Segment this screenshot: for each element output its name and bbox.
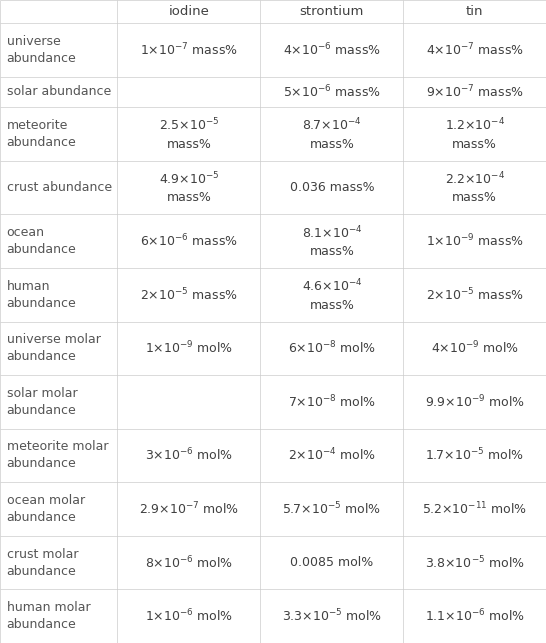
Text: $4.9{\times}10^{-5}$
mass%: $4.9{\times}10^{-5}$ mass% bbox=[159, 171, 219, 204]
Text: human molar
abundance: human molar abundance bbox=[7, 601, 90, 631]
Text: universe molar
abundance: universe molar abundance bbox=[7, 333, 100, 363]
Text: $4{\times}10^{-9}$ mol%: $4{\times}10^{-9}$ mol% bbox=[431, 340, 519, 357]
Text: $6{\times}10^{-6}$ mass%: $6{\times}10^{-6}$ mass% bbox=[140, 233, 238, 249]
Text: $2{\times}10^{-4}$ mol%: $2{\times}10^{-4}$ mol% bbox=[288, 447, 376, 464]
Text: strontium: strontium bbox=[300, 5, 364, 18]
Text: ocean
abundance: ocean abundance bbox=[7, 226, 76, 256]
Text: 0.036 mass%: 0.036 mass% bbox=[290, 181, 374, 194]
Text: $4{\times}10^{-7}$ mass%: $4{\times}10^{-7}$ mass% bbox=[426, 41, 524, 58]
Text: crust molar
abundance: crust molar abundance bbox=[7, 548, 78, 577]
Text: meteorite molar
abundance: meteorite molar abundance bbox=[7, 440, 108, 471]
Text: $2.5{\times}10^{-5}$
mass%: $2.5{\times}10^{-5}$ mass% bbox=[159, 117, 219, 150]
Text: $1.1{\times}10^{-6}$ mol%: $1.1{\times}10^{-6}$ mol% bbox=[425, 608, 525, 624]
Text: $1{\times}10^{-6}$ mol%: $1{\times}10^{-6}$ mol% bbox=[145, 608, 233, 624]
Text: $1{\times}10^{-9}$ mol%: $1{\times}10^{-9}$ mol% bbox=[145, 340, 233, 357]
Text: $1{\times}10^{-7}$ mass%: $1{\times}10^{-7}$ mass% bbox=[140, 41, 238, 58]
Text: solar molar
abundance: solar molar abundance bbox=[7, 387, 77, 417]
Text: $1{\times}10^{-9}$ mass%: $1{\times}10^{-9}$ mass% bbox=[426, 233, 524, 249]
Text: $1.2{\times}10^{-4}$
mass%: $1.2{\times}10^{-4}$ mass% bbox=[444, 117, 505, 150]
Text: crust abundance: crust abundance bbox=[7, 181, 112, 194]
Text: $3.3{\times}10^{-5}$ mol%: $3.3{\times}10^{-5}$ mol% bbox=[282, 608, 382, 624]
Text: $5{\times}10^{-6}$ mass%: $5{\times}10^{-6}$ mass% bbox=[283, 84, 381, 100]
Text: $6{\times}10^{-8}$ mol%: $6{\times}10^{-8}$ mol% bbox=[288, 340, 376, 357]
Text: $4.6{\times}10^{-4}$
mass%: $4.6{\times}10^{-4}$ mass% bbox=[301, 278, 363, 311]
Text: $2.9{\times}10^{-7}$ mol%: $2.9{\times}10^{-7}$ mol% bbox=[139, 501, 239, 518]
Text: ocean molar
abundance: ocean molar abundance bbox=[7, 494, 85, 524]
Text: human
abundance: human abundance bbox=[7, 280, 76, 310]
Text: tin: tin bbox=[466, 5, 484, 18]
Text: $3{\times}10^{-6}$ mol%: $3{\times}10^{-6}$ mol% bbox=[145, 447, 233, 464]
Text: $9{\times}10^{-7}$ mass%: $9{\times}10^{-7}$ mass% bbox=[426, 84, 524, 100]
Text: $8.1{\times}10^{-4}$
mass%: $8.1{\times}10^{-4}$ mass% bbox=[301, 224, 363, 258]
Text: $8.7{\times}10^{-4}$
mass%: $8.7{\times}10^{-4}$ mass% bbox=[302, 117, 362, 150]
Text: $3.8{\times}10^{-5}$ mol%: $3.8{\times}10^{-5}$ mol% bbox=[425, 554, 525, 571]
Text: $2{\times}10^{-5}$ mass%: $2{\times}10^{-5}$ mass% bbox=[426, 286, 524, 303]
Text: $9.9{\times}10^{-9}$ mol%: $9.9{\times}10^{-9}$ mol% bbox=[425, 394, 525, 410]
Text: 0.0085 mol%: 0.0085 mol% bbox=[290, 556, 373, 569]
Text: $2{\times}10^{-5}$ mass%: $2{\times}10^{-5}$ mass% bbox=[140, 286, 238, 303]
Text: $2.2{\times}10^{-4}$
mass%: $2.2{\times}10^{-4}$ mass% bbox=[444, 171, 505, 204]
Text: iodine: iodine bbox=[169, 5, 209, 18]
Text: solar abundance: solar abundance bbox=[7, 86, 111, 98]
Text: $8{\times}10^{-6}$ mol%: $8{\times}10^{-6}$ mol% bbox=[145, 554, 233, 571]
Text: $7{\times}10^{-8}$ mol%: $7{\times}10^{-8}$ mol% bbox=[288, 394, 376, 410]
Text: universe
abundance: universe abundance bbox=[7, 35, 76, 65]
Text: $1.7{\times}10^{-5}$ mol%: $1.7{\times}10^{-5}$ mol% bbox=[425, 447, 524, 464]
Text: meteorite
abundance: meteorite abundance bbox=[7, 119, 76, 149]
Text: $4{\times}10^{-6}$ mass%: $4{\times}10^{-6}$ mass% bbox=[283, 41, 381, 58]
Text: $5.2{\times}10^{-11}$ mol%: $5.2{\times}10^{-11}$ mol% bbox=[422, 501, 527, 518]
Text: $5.7{\times}10^{-5}$ mol%: $5.7{\times}10^{-5}$ mol% bbox=[282, 501, 382, 518]
